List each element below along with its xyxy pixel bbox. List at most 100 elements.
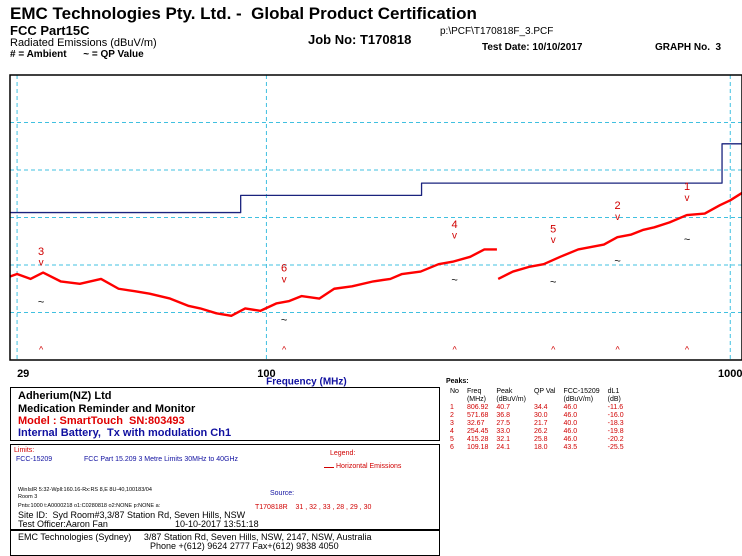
series-line	[9, 248, 497, 317]
peak-row: 4 254.45 33.0 26.2 46.0 -19.8	[446, 428, 628, 436]
timestamp: 10-10-2017 13:51:18	[175, 519, 259, 529]
qp-marker: ~	[614, 256, 620, 268]
peak-freq-marker: ^	[282, 344, 287, 354]
cell: 1	[450, 404, 454, 411]
x-tick-label: 100	[257, 368, 275, 380]
peak-row: 2 571.68 36.8 30.0 46.0 -16.0	[446, 412, 628, 420]
legend-swatch	[324, 467, 334, 468]
cell: 571.68	[466, 412, 489, 419]
plot-frame	[9, 74, 742, 361]
peak-marker: v	[685, 193, 690, 204]
column-title: Peak	[496, 388, 513, 395]
cell: 32.1	[496, 436, 510, 443]
legend-note: # = Ambient ~ = QP Value	[10, 49, 144, 60]
lab: EMC Technologies (Sydney) 3/87 Station R…	[18, 532, 372, 542]
client: Adherium(NZ) Ltd	[18, 390, 112, 402]
company: EMC Technologies Pty. Ltd. - Global Prod…	[10, 4, 477, 23]
source: T170818R 31 , 32 , 33 , 28 , 29 , 30	[255, 504, 372, 511]
legend-title: Legend:	[330, 450, 356, 457]
peak-freq-marker: ^	[452, 344, 457, 354]
unit-row: (MHz) (dBuV/m) (dBuV/m) (dB)	[446, 396, 628, 404]
qp-marker: ~	[451, 274, 457, 286]
legend-entry: Horizontal Emissions	[336, 463, 402, 470]
points: Pnts:1000 t:A0000218 o1:C0280818 o2:NONE…	[18, 503, 161, 509]
cell: -11.6	[607, 404, 624, 411]
qp-marker: ~	[550, 276, 556, 288]
graph-no: GRAPH No. 3	[655, 42, 722, 53]
series-line	[10, 143, 742, 214]
column-unit: (MHz)	[466, 396, 487, 403]
peak-row: 3 32.67 27.5 21.7 40.0 -18.3	[446, 420, 628, 428]
peak-marker: v	[551, 235, 556, 246]
phone: Phone +(612) 9624 2777 Fax+(612) 9838 40…	[150, 541, 339, 551]
cell: 3	[450, 420, 454, 427]
cell: 46.0	[563, 428, 578, 435]
cell: -19.8	[607, 428, 624, 435]
cell: 4	[450, 428, 454, 435]
config: Internal Battery, Tx with modulation Ch1	[18, 427, 232, 439]
cell: 5	[450, 436, 454, 443]
peak-label: 3	[38, 246, 44, 258]
peaks-title: Peaks:	[446, 378, 469, 385]
peak-label: 5	[550, 223, 556, 235]
cell: 46.0	[563, 412, 578, 419]
cell: 254.45	[466, 428, 489, 435]
peak-marker: v	[452, 231, 457, 242]
column-title: No	[450, 388, 459, 395]
peak-label: 2	[615, 200, 621, 212]
model: Model : SmartTouch SN:803493	[18, 415, 185, 427]
column-title: FCC-15209	[563, 388, 600, 395]
cell: 46.0	[563, 404, 578, 411]
x-tick-label: 1000	[718, 368, 742, 380]
officer: Test Officer:Aaron Fan	[18, 519, 108, 529]
product: Medication Reminder and Monitor	[18, 403, 196, 415]
cell: 43.5	[563, 444, 578, 451]
x-axis-label: Frequency (MHz)	[266, 377, 347, 388]
cell: 24.1	[496, 444, 510, 451]
limits-box	[10, 444, 440, 530]
peak-label: 4	[451, 219, 457, 231]
limit-desc: FCC Part 15.209 3 Metre Limits 30MHz to …	[84, 456, 239, 463]
cell: -25.5	[607, 444, 624, 451]
peak-label: 6	[281, 263, 287, 275]
qp-marker: ~	[38, 296, 44, 308]
column-title: Freq	[466, 388, 482, 395]
cell: 2	[450, 412, 454, 419]
column-title: dL1	[607, 388, 620, 395]
cell: 109.18	[466, 444, 489, 451]
cell: 40.7	[496, 404, 510, 411]
cell: 25.8	[533, 436, 548, 443]
peak-freq-marker: ^	[685, 344, 690, 354]
x-tick-label: 29	[17, 368, 29, 380]
cell: 40.0	[563, 420, 578, 427]
column-title: QP Val	[533, 388, 556, 395]
peak-freq-marker: ^	[551, 344, 556, 354]
peak-freq-marker: ^	[616, 344, 621, 354]
cell: 36.8	[496, 412, 510, 419]
column-unit: (dBuV/m)	[563, 396, 594, 403]
cell: 26.2	[533, 428, 548, 435]
cell: 21.7	[533, 420, 548, 427]
cell: 415.28	[466, 436, 489, 443]
test-date: Test Date: 10/10/2017	[482, 42, 583, 53]
cell: 32.67	[466, 420, 485, 427]
cell: 33.0	[496, 428, 510, 435]
peak-row: 5 415.28 32.1 25.8 46.0 -20.2	[446, 436, 628, 444]
limits-title: Limits:	[14, 447, 35, 454]
job: Job No: T170818	[308, 32, 412, 47]
measurement: Radiated Emissions (dBuV/m)	[10, 37, 157, 49]
cell: 806.92	[466, 404, 489, 411]
cell: -20.2	[607, 436, 624, 443]
site: Site ID: Syd Room#3,3/87 Station Rd, Sev…	[18, 510, 246, 520]
qp-marker: ~	[281, 315, 287, 327]
column-unit: (dBuV/m)	[496, 396, 526, 403]
cell: -16.0	[607, 412, 624, 419]
peak-freq-marker: ^	[39, 344, 44, 354]
cell: 6	[450, 444, 454, 451]
cell: -18.3	[607, 420, 624, 427]
column-unit	[530, 396, 560, 404]
room: Room 3	[18, 494, 38, 500]
cell: 34.4	[533, 404, 548, 411]
peak-label: 1	[684, 181, 690, 193]
